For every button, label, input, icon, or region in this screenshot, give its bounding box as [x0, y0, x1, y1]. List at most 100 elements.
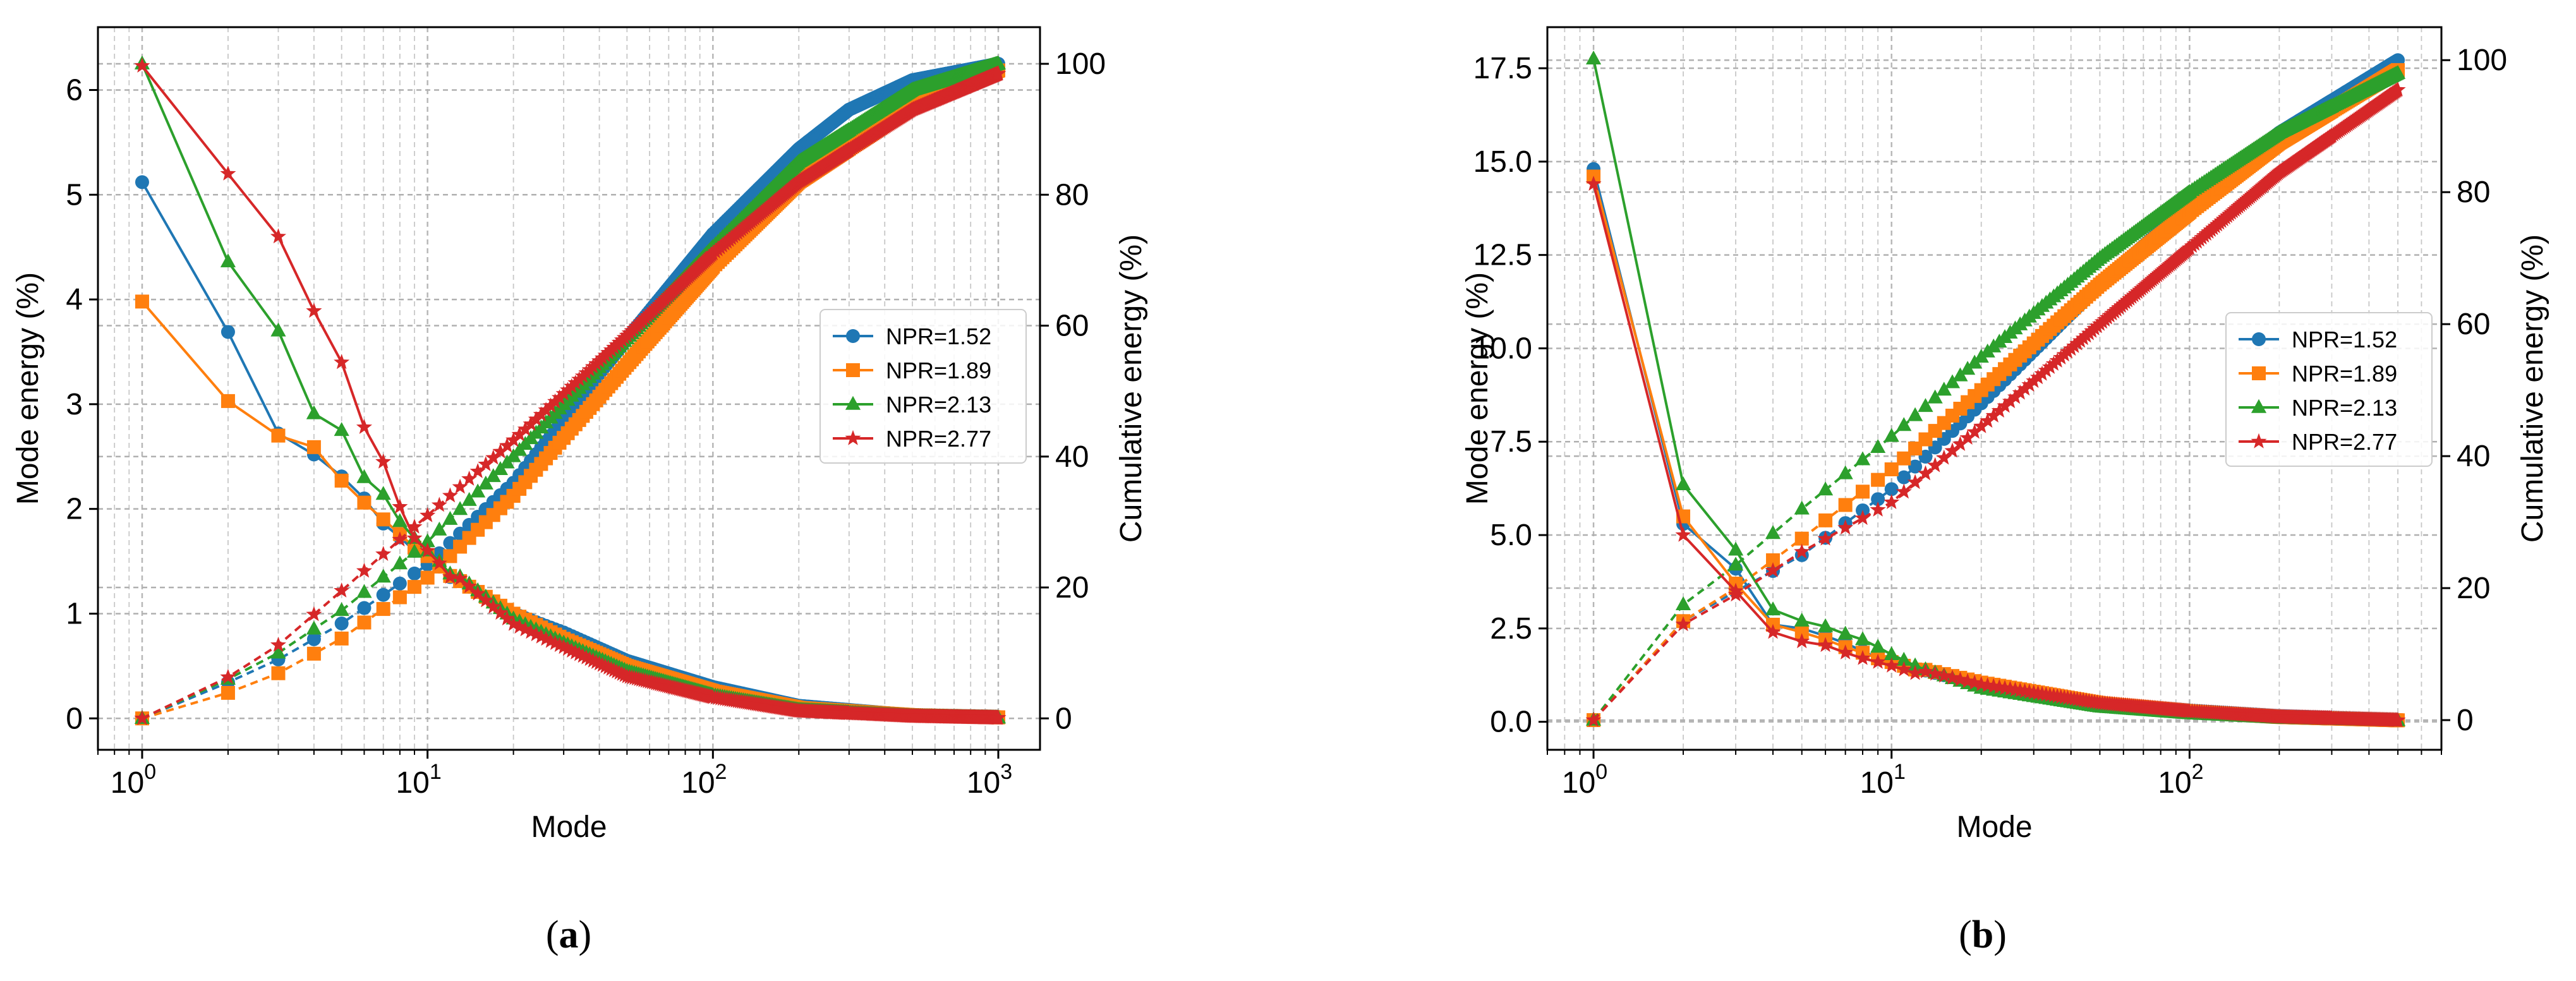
mode-energy-point	[134, 57, 150, 73]
cumulative-energy-point	[1871, 472, 1885, 487]
cumulative-energy-point	[1884, 462, 1899, 476]
legend-label: NPR=1.52	[886, 323, 991, 349]
cumulative-energy-point	[376, 587, 390, 602]
cumulative-energy-point	[270, 644, 286, 659]
mode-energy-point	[547, 635, 564, 650]
mode-energy-point	[528, 626, 544, 642]
cumulative-energy-point	[499, 437, 516, 453]
caption-letter: a	[559, 913, 579, 956]
mode-energy-point	[306, 405, 322, 419]
cumulative-energy-point	[432, 521, 447, 536]
legend-label: NPR=2.77	[886, 426, 991, 452]
cumulative-energy-point	[406, 518, 423, 534]
cumulative-energy-point	[478, 475, 493, 490]
cumulative-energy-point	[134, 710, 150, 725]
x-tick-label: 102	[681, 760, 727, 800]
cumulative-energy-point	[420, 507, 436, 522]
mode-energy-point	[442, 569, 458, 584]
cumulative-energy-point	[392, 590, 407, 605]
grid	[97, 27, 1040, 750]
mode-energy-point	[492, 605, 509, 620]
y-tick-label: 3	[66, 388, 83, 421]
cumulative-energy-point	[1765, 525, 1781, 539]
y2-tick-label: 80	[1055, 178, 1089, 212]
mode-energy-point	[357, 495, 372, 510]
mode-energy-point	[551, 637, 568, 653]
cumulative-energy-point	[392, 531, 408, 547]
x-tick-exponent: 1	[430, 760, 442, 784]
x-tick-base: 10	[111, 766, 144, 800]
mode-energy-point	[392, 513, 408, 527]
mode-energy-point	[511, 618, 528, 634]
mode-energy-point	[469, 585, 486, 601]
series-npr-2-77	[134, 57, 1007, 725]
cumulative-energy-point	[517, 421, 533, 436]
mode-energy-point	[271, 428, 286, 443]
x-tick-label: 100	[111, 760, 156, 800]
mode-energy-point	[220, 253, 236, 268]
y-tick-label: 0	[66, 702, 83, 735]
cumulative-energy-point	[1818, 513, 1833, 527]
y2-axis-label: Cumulative energy (%)	[1115, 234, 1148, 543]
cumulative-energy-point	[376, 602, 390, 617]
y2-tick-label: 100	[1055, 47, 1106, 81]
cumulative-energy-point	[407, 566, 421, 581]
x-tick-base: 10	[396, 766, 429, 800]
y2-tick-label: 0	[1055, 702, 1072, 735]
cumulative-energy-point	[1817, 481, 1834, 496]
cumulative-energy-point	[420, 570, 435, 585]
y-axis-label: Mode energy (%)	[11, 272, 45, 505]
cumulative-energy-point	[469, 463, 486, 478]
x-tick-exponent: 3	[1000, 760, 1012, 784]
cumulative-energy-point	[470, 483, 486, 498]
cumulative-energy-point	[1884, 482, 1899, 497]
cumulative-energy-point	[547, 393, 564, 409]
mode-energy-point	[406, 529, 423, 545]
mode-energy-point	[356, 419, 372, 434]
mode-energy-point	[376, 512, 390, 527]
x-tick-base: 10	[967, 766, 1000, 800]
cumulative-energy-point	[334, 617, 349, 631]
cumulative-energy-point	[406, 543, 423, 558]
mode-energy-point	[220, 165, 236, 181]
legend-label: NPR=1.89	[886, 358, 991, 383]
cumulative-energy-point	[1897, 470, 1911, 484]
mode-energy-point	[356, 469, 372, 483]
cumulative-energy-point	[1870, 439, 1886, 454]
mode-energy-point	[533, 628, 549, 644]
mode-energy-point	[499, 610, 516, 626]
cumulative-energy-point	[511, 426, 528, 442]
cumulative-energy-point	[1675, 596, 1691, 610]
cumulative-energy-point	[1838, 498, 1853, 512]
cumulative-energy-point	[407, 580, 421, 594]
cumulative-energy-point	[551, 389, 568, 405]
mode-energy-point	[221, 394, 235, 408]
y2-tick-label: 20	[1055, 571, 1089, 605]
mode-energy-point	[431, 555, 447, 570]
cumulative-energy-point	[492, 443, 509, 459]
cumulative-energy-point	[485, 449, 502, 465]
mode-energy-point	[420, 542, 436, 558]
mode-energy-point	[135, 175, 149, 190]
cumulative-energy-point	[306, 632, 321, 646]
mode-energy-point	[478, 592, 494, 608]
cumulative-energy-point	[564, 378, 580, 394]
mode-energy-point	[221, 325, 235, 339]
cumulative-energy-point	[306, 606, 322, 622]
cumulative-energy-point	[356, 584, 372, 598]
cumulative-energy-point	[1837, 465, 1853, 479]
mode-energy-point	[392, 498, 408, 514]
mode-energy-point	[334, 473, 349, 488]
cumulative-energy-point	[271, 666, 286, 680]
cumulative-energy-point	[306, 620, 322, 635]
mode-energy-point	[135, 294, 149, 309]
cumulative-energy-point	[990, 55, 1007, 69]
legend-marker	[846, 329, 860, 343]
y-tick-label: 1	[66, 597, 83, 630]
cumulative-energy-point	[306, 646, 321, 661]
x-axis-label: Mode	[531, 810, 607, 844]
cumulative-energy-point	[334, 582, 350, 598]
cumulative-energy-point	[478, 456, 494, 471]
cumulative-energy-point	[375, 569, 391, 583]
